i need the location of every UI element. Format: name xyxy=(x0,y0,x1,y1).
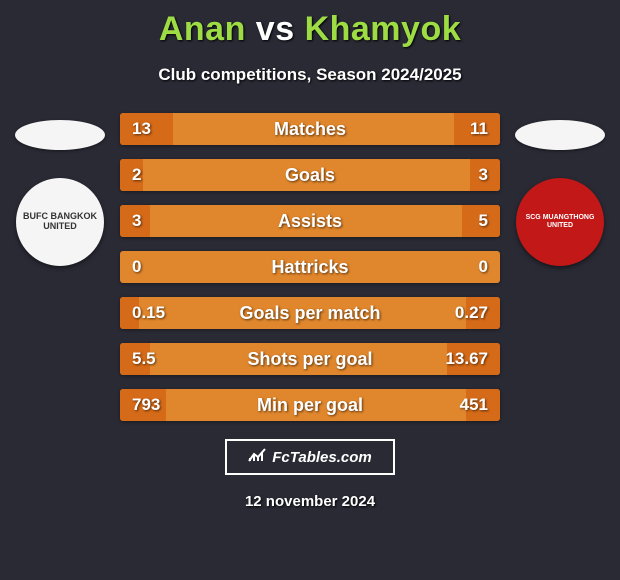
brand-badge: FcTables.com xyxy=(225,439,395,475)
stat-value-right: 451 xyxy=(460,395,488,415)
stat-value-left: 5.5 xyxy=(132,349,156,369)
page-title: Anan vs Khamyok xyxy=(0,10,620,49)
footer-date: 12 november 2024 xyxy=(0,493,620,510)
stat-value-right: 3 xyxy=(479,165,488,185)
stat-label: Min per goal xyxy=(257,395,363,416)
stat-row: 0.15 Goals per match 0.27 xyxy=(120,297,500,329)
stats-area: 13 Matches 11 2 Goals 3 3 Assists 5 0 Hattricks 0 0.… xyxy=(0,113,620,421)
player2-name: Khamyok xyxy=(305,10,462,48)
stat-row: 0 Hattricks 0 xyxy=(120,251,500,283)
stat-value-right: 11 xyxy=(470,119,488,139)
stat-value-left: 0.15 xyxy=(132,303,165,323)
stat-value-right: 5 xyxy=(479,211,488,231)
stat-value-left: 2 xyxy=(132,165,141,185)
stat-row: 793 Min per goal 451 xyxy=(120,389,500,421)
vs-separator: vs xyxy=(256,10,295,48)
brand-text: FcTables.com xyxy=(272,449,371,466)
stat-value-left: 793 xyxy=(132,395,160,415)
stat-row: 3 Assists 5 xyxy=(120,205,500,237)
stat-label: Hattricks xyxy=(271,257,348,278)
stat-label: Goals per match xyxy=(239,303,380,324)
stat-value-right: 0.27 xyxy=(455,303,488,323)
stat-label: Matches xyxy=(274,119,346,140)
stat-value-left: 3 xyxy=(132,211,141,231)
comparison-infographic: Anan vs Khamyok Club competitions, Seaso… xyxy=(0,0,620,580)
stat-label: Goals xyxy=(285,165,335,186)
stat-label: Assists xyxy=(278,211,342,232)
stat-value-right: 0 xyxy=(479,257,488,277)
stat-row: 13 Matches 11 xyxy=(120,113,500,145)
stat-row: 2 Goals 3 xyxy=(120,159,500,191)
player1-name: Anan xyxy=(159,10,246,48)
stat-row: 5.5 Shots per goal 13.67 xyxy=(120,343,500,375)
stat-label: Shots per goal xyxy=(247,349,372,370)
stat-value-left: 13 xyxy=(132,119,151,139)
chart-icon xyxy=(248,448,266,466)
subtitle: Club competitions, Season 2024/2025 xyxy=(0,65,620,85)
stat-value-left: 0 xyxy=(132,257,141,277)
stat-value-right: 13.67 xyxy=(445,349,488,369)
